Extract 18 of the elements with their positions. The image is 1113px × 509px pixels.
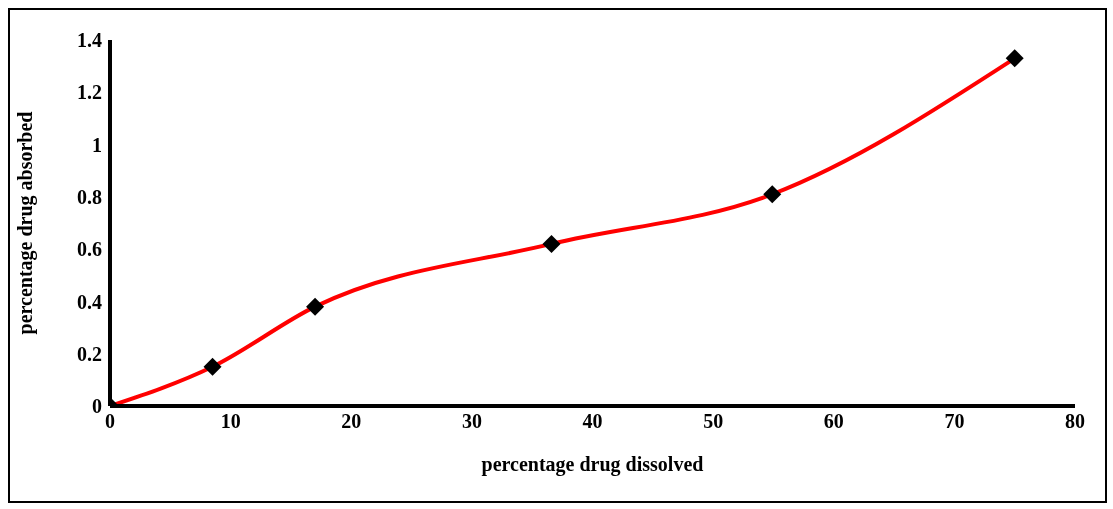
y-tick-label: 0.2 (77, 342, 102, 365)
x-tick-label: 80 (1065, 410, 1085, 433)
x-axis-title: percentage drug dissolved (481, 453, 704, 476)
y-tick-label: 1 (92, 133, 102, 156)
x-tick-label: 50 (703, 410, 724, 433)
x-tick-label: 30 (461, 410, 482, 433)
x-tick-label: 60 (823, 410, 844, 433)
y-tick-label: 1.4 (77, 29, 102, 52)
y-tick-label: 0.6 (77, 238, 102, 261)
x-tick-label: 70 (944, 410, 965, 433)
y-tick-label: 1.2 (77, 81, 102, 104)
y-axis-title: percentage drug absorbed (14, 111, 38, 335)
y-tick-label: 0.4 (77, 290, 102, 313)
x-tick-label: 20 (341, 410, 362, 433)
y-tick-label: 0 (92, 395, 102, 418)
x-tick-label: 10 (220, 410, 241, 433)
x-tick-label: 40 (582, 410, 603, 433)
y-tick-label: 0.8 (77, 185, 102, 208)
